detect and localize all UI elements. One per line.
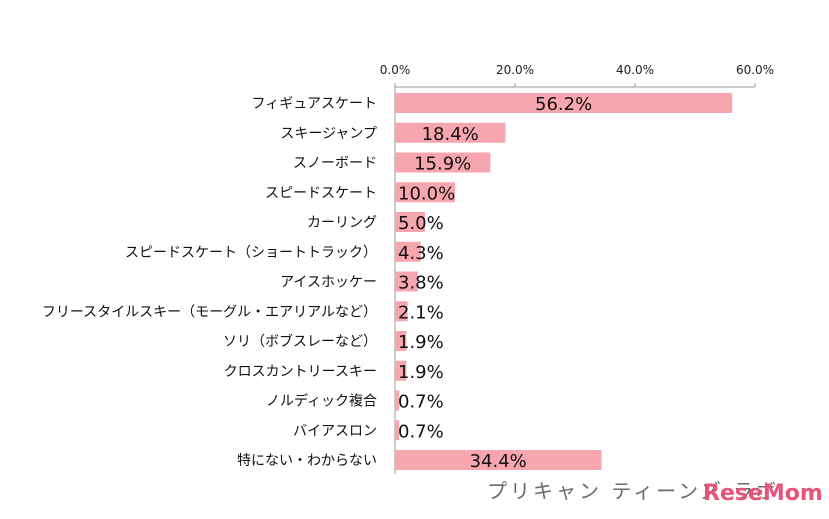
bar bbox=[395, 360, 407, 381]
category-label: スノーボード bbox=[293, 156, 377, 172]
bar bbox=[395, 390, 400, 411]
x-tick-label: 0.0% bbox=[380, 63, 411, 77]
bars bbox=[395, 93, 733, 470]
bar bbox=[395, 301, 408, 322]
x-tick-label: 60.0% bbox=[736, 63, 774, 77]
bar bbox=[395, 122, 506, 143]
data-label: 2.1% bbox=[398, 302, 444, 323]
watermark-text: プリキャン ティーンズ ラボ bbox=[487, 479, 779, 503]
category-label: アイスホッケー bbox=[280, 275, 377, 291]
category-label: ノルディック複合 bbox=[266, 393, 377, 410]
data-label: 15.9% bbox=[414, 154, 471, 175]
bar bbox=[395, 212, 425, 232]
category-label: スキージャンプ bbox=[280, 126, 377, 142]
data-label: 0.7% bbox=[398, 421, 444, 442]
category-label: スピードスケート bbox=[265, 185, 377, 201]
category-label: ソリ（ボブスレーなど） bbox=[223, 333, 377, 350]
category-labels: フィギュアスケートスキージャンプスノーボードスピードスケートカーリングスピードス… bbox=[42, 96, 377, 469]
bar bbox=[395, 93, 733, 113]
bar bbox=[395, 271, 418, 292]
category-label: クロスカントリースキー bbox=[224, 364, 377, 380]
category-label: 特にない・わからない bbox=[237, 453, 377, 469]
x-tick-label: 20.0% bbox=[496, 63, 534, 77]
data-label: 1.9% bbox=[398, 362, 444, 383]
bar bbox=[395, 241, 421, 262]
bar bbox=[395, 450, 602, 470]
data-label: 1.9% bbox=[398, 332, 444, 353]
data-label: 4.3% bbox=[398, 243, 444, 264]
bar bbox=[395, 152, 491, 173]
data-label: 5.0% bbox=[398, 213, 444, 234]
bar bbox=[395, 331, 407, 351]
data-labels: 56.2% 18.4% 15.9% 10.0% 5.0% 4.3% 3.8% 2.1% 1.9%… bbox=[398, 94, 592, 472]
data-label: 10.0% bbox=[398, 183, 455, 204]
data-label: 34.4% bbox=[470, 451, 527, 472]
category-label: フィギュアスケート bbox=[252, 96, 377, 112]
bar bbox=[395, 420, 400, 441]
x-tick-label: 40.0% bbox=[616, 63, 654, 77]
category-label: スピードスケート（ショートトラック） bbox=[125, 245, 377, 261]
data-label: 0.7% bbox=[398, 392, 444, 413]
category-label: カーリング bbox=[307, 215, 377, 231]
data-label: 3.8% bbox=[398, 273, 444, 294]
data-label: 56.2% bbox=[535, 94, 592, 115]
category-label: フリースタイルスキー（モーグル・エアリアルなど） bbox=[42, 304, 377, 320]
category-label: バイアスロン bbox=[293, 423, 377, 439]
bar bbox=[395, 182, 455, 203]
data-label: 18.4% bbox=[422, 124, 479, 145]
watermark: プリキャン ティーンズ ラボ ReseMom bbox=[487, 479, 823, 506]
watermark-brand-logo: ReseMom bbox=[703, 481, 823, 506]
